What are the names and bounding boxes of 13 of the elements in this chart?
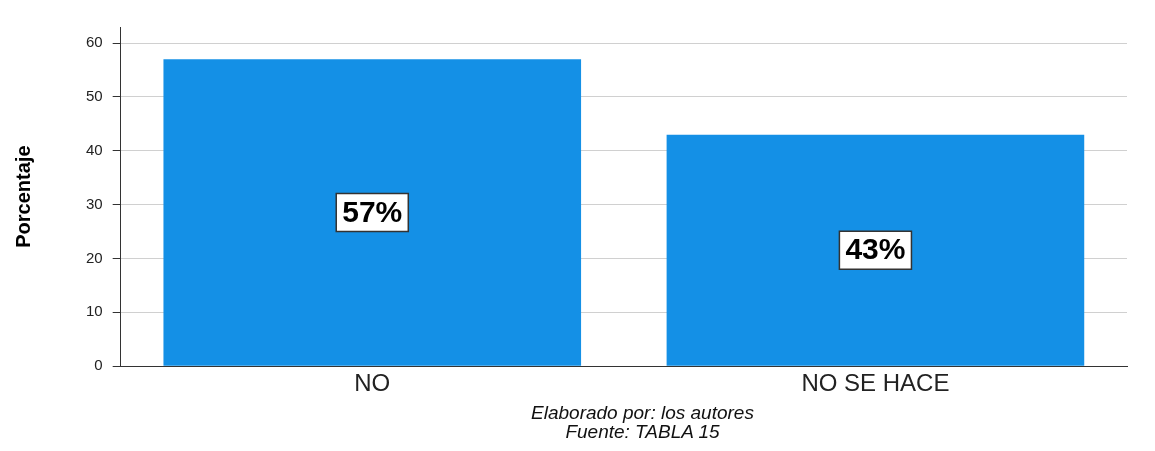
y-tick-label: 20 bbox=[86, 248, 103, 266]
x-tick-label: NO SE HACE bbox=[801, 369, 950, 397]
data-label: 43% bbox=[845, 232, 906, 266]
x-tick-label: NO bbox=[354, 369, 391, 397]
y-tick-label: 60 bbox=[86, 33, 103, 51]
data-label: 57% bbox=[342, 194, 403, 228]
text: Elaborado por: los autores bbox=[530, 402, 755, 423]
y-tick-label: 30 bbox=[86, 194, 103, 212]
y-tick-label: 50 bbox=[86, 87, 103, 105]
y-tick-label: 10 bbox=[86, 302, 103, 320]
y-tick-label: 40 bbox=[86, 140, 103, 158]
y-axis-title: Porcentaje bbox=[11, 145, 34, 248]
y-tick-label: 0 bbox=[94, 356, 103, 374]
